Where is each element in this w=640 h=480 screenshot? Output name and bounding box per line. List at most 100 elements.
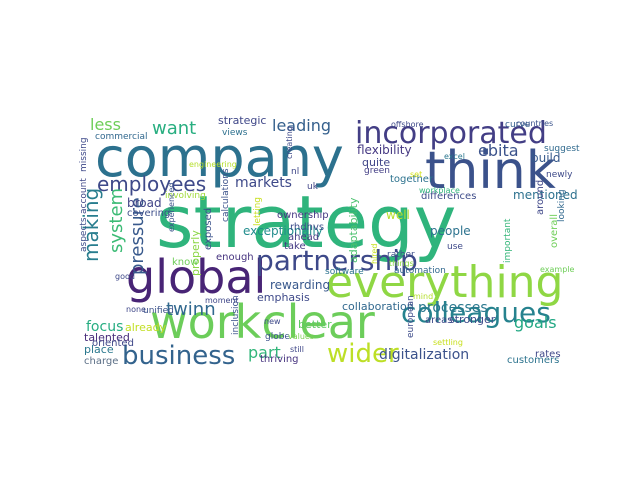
cloud-word: account bbox=[79, 178, 89, 214]
cloud-word: around bbox=[535, 180, 546, 215]
cloud-word: twinn bbox=[166, 299, 216, 320]
cloud-word: overall bbox=[549, 214, 560, 248]
cloud-word: aspects bbox=[79, 217, 89, 252]
cloud-word: uk bbox=[307, 182, 319, 192]
cloud-word: strategy bbox=[156, 180, 456, 264]
cloud-word: broad bbox=[127, 196, 162, 210]
cloud-word: company bbox=[95, 126, 344, 189]
cloud-word: thriving bbox=[260, 354, 299, 365]
cloud-word: rewarding bbox=[270, 278, 330, 292]
cloud-word: calculations bbox=[221, 168, 231, 222]
cloud-word: moment bbox=[205, 296, 239, 305]
cloud-word: employees bbox=[97, 172, 206, 196]
cloud-word: exposed bbox=[203, 208, 214, 250]
cloud-word: wider bbox=[327, 339, 399, 369]
cloud-word: system bbox=[106, 188, 127, 253]
cloud-word: suggest bbox=[544, 144, 580, 154]
cloud-word: involving bbox=[165, 191, 206, 201]
cloud-word: good bbox=[115, 272, 135, 281]
cloud-word: collaboration bbox=[342, 300, 414, 313]
cloud-word: experienced bbox=[167, 183, 176, 232]
cloud-word: ownership bbox=[277, 210, 329, 221]
cloud-word: rhdhvs bbox=[290, 222, 324, 233]
cloud-word: better bbox=[298, 318, 332, 331]
cloud-word: leading bbox=[272, 116, 331, 135]
cloud-word: customers bbox=[507, 355, 559, 366]
cloud-word: know bbox=[172, 257, 198, 268]
cloud-word: partnership bbox=[256, 244, 418, 277]
cloud-word: hired bbox=[370, 244, 379, 264]
cloud-word: rather bbox=[387, 250, 415, 260]
cloud-word: markets bbox=[235, 175, 292, 191]
cloud-word: covering bbox=[127, 208, 170, 219]
cloud-word: differences bbox=[421, 191, 476, 202]
cloud-word: enough bbox=[216, 252, 254, 263]
cloud-word: use bbox=[447, 242, 463, 252]
cloud-word: inclusion bbox=[231, 295, 241, 335]
cloud-word: unified bbox=[143, 306, 174, 316]
cloud-word: european bbox=[406, 295, 416, 338]
cloud-word: new bbox=[264, 317, 281, 326]
cloud-word: exceptionally bbox=[243, 224, 323, 238]
cloud-word: properly bbox=[189, 230, 202, 276]
cloud-word: flexibility bbox=[357, 143, 412, 157]
cloud-word: strategic bbox=[218, 114, 266, 127]
cloud-word: want bbox=[152, 118, 196, 139]
cloud-word: countries bbox=[516, 119, 553, 128]
cloud-word: workplace bbox=[419, 186, 460, 195]
cloud-word: emphasis bbox=[257, 291, 310, 304]
cloud-word: part bbox=[248, 343, 281, 362]
cloud-word: curve bbox=[505, 120, 531, 130]
cloud-word: oriented bbox=[92, 338, 134, 349]
cloud-word: well bbox=[386, 208, 410, 222]
cloud-word: ahead bbox=[288, 232, 319, 243]
cloud-word: global bbox=[126, 250, 266, 304]
cloud-word: settling bbox=[433, 338, 463, 347]
cloud-word: pressure bbox=[127, 197, 148, 275]
cloud-word: adaptability bbox=[347, 197, 360, 263]
cloud-word: incorporated bbox=[355, 116, 547, 151]
cloud-word: people bbox=[430, 224, 471, 238]
cloud-word: excel bbox=[444, 152, 465, 161]
cloud-word: still bbox=[290, 345, 304, 354]
cloud-word: already bbox=[125, 321, 167, 334]
cloud-word: ebita bbox=[478, 141, 519, 160]
cloud-word: build bbox=[531, 151, 561, 165]
cloud-word: commercial bbox=[95, 132, 148, 142]
cloud-word: engineering bbox=[189, 160, 237, 169]
cloud-word: things bbox=[389, 259, 414, 268]
cloud-word: mind bbox=[413, 292, 433, 301]
cloud-word: nl bbox=[291, 167, 299, 177]
cloud-word: globe bbox=[265, 332, 290, 342]
cloud-word: quite bbox=[362, 156, 390, 169]
cloud-word: areas bbox=[425, 315, 453, 326]
cloud-background bbox=[72, 112, 574, 376]
cloud-word: together bbox=[390, 174, 434, 185]
cloud-word: looking bbox=[557, 189, 567, 222]
cloud-word: important bbox=[503, 218, 513, 263]
cloud-word: business bbox=[122, 341, 235, 371]
cloud-word: take bbox=[284, 241, 306, 252]
cloud-word: everything bbox=[326, 257, 564, 308]
cloud-word: letting bbox=[253, 197, 263, 226]
cloud-word: charge bbox=[84, 356, 118, 367]
cloud-word: digitalization bbox=[379, 347, 469, 363]
cloud-word: talented bbox=[84, 331, 130, 344]
cloud-word: example bbox=[540, 265, 575, 274]
cloud-word: green bbox=[364, 166, 390, 176]
cloud-word: missing bbox=[79, 137, 89, 172]
cloud-word: workclear bbox=[150, 295, 375, 349]
cloud-word: creating bbox=[285, 126, 294, 159]
cloud-word: focus bbox=[86, 319, 123, 335]
cloud-word: software bbox=[325, 267, 364, 277]
cloud-word: less bbox=[90, 115, 121, 134]
cloud-word: mentioned bbox=[513, 188, 578, 202]
cloud-word: place bbox=[84, 343, 114, 356]
cloud-word: colleagues bbox=[401, 296, 551, 329]
cloud-word: processes bbox=[418, 300, 488, 316]
cloud-word: rates bbox=[535, 349, 561, 360]
cloud-word: values bbox=[288, 332, 314, 341]
cloud-word: think bbox=[425, 141, 556, 201]
cloud-word: newly bbox=[546, 170, 573, 180]
